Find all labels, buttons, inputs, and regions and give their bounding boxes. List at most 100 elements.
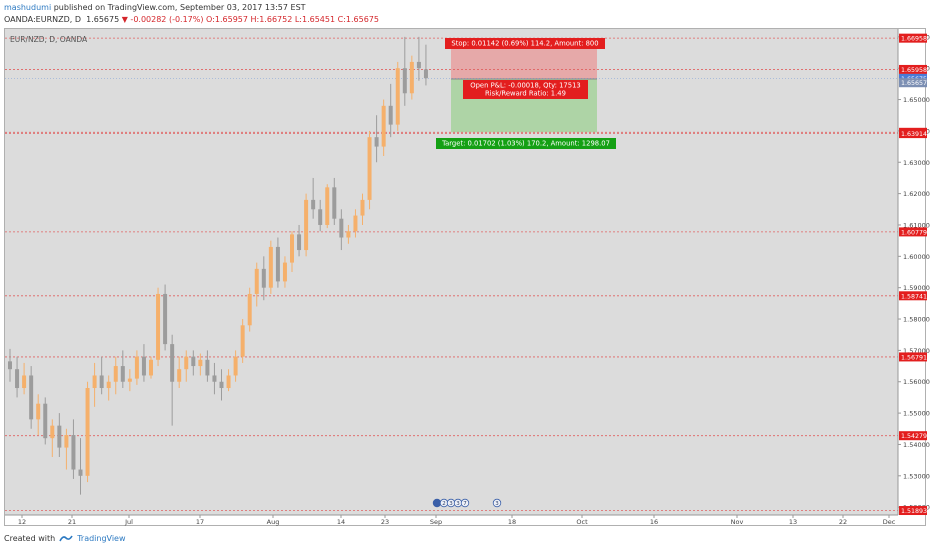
stop-label: [445, 38, 605, 49]
candle-body[interactable]: [409, 61, 414, 94]
candle-body[interactable]: [22, 375, 27, 389]
level-price-tag: [899, 64, 927, 74]
x-tick-label: 14: [337, 518, 345, 526]
level-price-tag-label: 1.60779: [901, 229, 927, 236]
y-tick-label: 1.63000: [903, 159, 930, 167]
economic-event-marker[interactable]: [492, 498, 502, 508]
candle-body[interactable]: [367, 137, 372, 200]
economic-event-marker[interactable]: [460, 498, 470, 508]
candle-body[interactable]: [325, 187, 330, 225]
level-price-tag: [899, 291, 927, 301]
ohlc-values: O:1.65957 H:1.66752 L:1.65451 C:1.65675: [206, 15, 379, 24]
candle-body[interactable]: [261, 268, 266, 288]
candle-body[interactable]: [402, 68, 407, 94]
candle-body[interactable]: [36, 403, 41, 420]
candle-body[interactable]: [78, 469, 83, 476]
candle-body[interactable]: [184, 356, 189, 370]
candle-body[interactable]: [282, 262, 287, 282]
level-price-tag: [899, 227, 927, 237]
candle-body[interactable]: [64, 435, 69, 448]
candle-body[interactable]: [205, 359, 210, 376]
level-price-tag-label: 1.58741: [901, 293, 927, 300]
footer-created: Created with: [4, 534, 56, 543]
level-price-tag-label: 1.54279: [901, 433, 927, 440]
x-tick-label: Nov: [731, 518, 744, 526]
candle-body[interactable]: [395, 68, 400, 125]
price-change: ▼ -0.00282 (-0.17%): [121, 15, 204, 24]
candle-body[interactable]: [353, 215, 358, 232]
candle-body[interactable]: [416, 61, 421, 69]
author-link[interactable]: mashudumi: [4, 3, 52, 12]
candle-body[interactable]: [120, 366, 125, 382]
candle-body[interactable]: [240, 325, 245, 357]
candle-body[interactable]: [43, 403, 48, 439]
candle-body[interactable]: [29, 375, 34, 420]
level-price-tag-label: 1.66958: [901, 36, 927, 43]
event-count: 7: [463, 501, 467, 507]
candle-body[interactable]: [92, 375, 97, 389]
level-price-tag-label: 1.65958: [901, 67, 927, 74]
candle-body[interactable]: [141, 356, 146, 376]
x-tick-label: Jul: [124, 518, 133, 526]
candle-body[interactable]: [275, 246, 280, 282]
candle-body[interactable]: [332, 187, 337, 219]
candle-body[interactable]: [113, 366, 118, 382]
candle-body[interactable]: [297, 234, 302, 251]
candle-body[interactable]: [254, 268, 259, 294]
stop-zone[interactable]: [451, 43, 597, 79]
candle-body[interactable]: [99, 375, 104, 389]
x-tick-label: 17: [196, 518, 204, 526]
candle-body[interactable]: [212, 375, 217, 382]
candle-body[interactable]: [233, 356, 238, 376]
candle-body[interactable]: [247, 293, 252, 326]
candle-body[interactable]: [219, 381, 224, 389]
candle-body[interactable]: [374, 137, 379, 147]
candle-body[interactable]: [50, 425, 55, 439]
candle-body[interactable]: [290, 234, 294, 263]
candle-body[interactable]: [106, 381, 111, 389]
target-label-text: Target: 0.01702 (1.03%) 170.2, Amount: 1…: [441, 140, 610, 148]
candle-body[interactable]: [318, 209, 323, 225]
x-tick-label: 18: [508, 518, 516, 526]
candle-body[interactable]: [339, 218, 344, 238]
publish-info: published on TradingView.com, September …: [53, 3, 306, 12]
candle-body[interactable]: [191, 356, 196, 367]
candle-body[interactable]: [57, 425, 62, 448]
candle-body[interactable]: [127, 378, 132, 382]
candle-body[interactable]: [381, 105, 386, 147]
y-tick-label: 1.65000: [903, 96, 930, 104]
candle-body[interactable]: [311, 199, 316, 210]
x-tick-label: Sep: [430, 518, 442, 526]
x-tick-label: Dec: [883, 518, 896, 526]
y-tick-label: 1.56000: [903, 378, 930, 386]
candle-body[interactable]: [85, 388, 90, 476]
symbol-name: OANDA:EURNZD, D: [4, 15, 81, 24]
candle-body[interactable]: [388, 105, 393, 125]
x-tick-label: 13: [789, 518, 797, 526]
candle-body[interactable]: [134, 356, 139, 379]
level-price-tag: [899, 129, 927, 139]
footer-brand[interactable]: TradingView: [77, 534, 126, 543]
candle-body[interactable]: [170, 344, 175, 382]
economic-event-marker[interactable]: [432, 498, 442, 508]
candle-body[interactable]: [15, 369, 20, 389]
candle-body[interactable]: [163, 293, 168, 345]
candle-body[interactable]: [226, 375, 231, 389]
candle-body[interactable]: [8, 361, 12, 370]
candle-body[interactable]: [149, 359, 153, 376]
candle-body[interactable]: [71, 435, 76, 470]
candle-body[interactable]: [360, 199, 365, 216]
candle-body[interactable]: [198, 359, 203, 367]
candle-body[interactable]: [177, 369, 182, 382]
footer: Created with TradingView: [4, 534, 126, 543]
candle-body[interactable]: [304, 199, 309, 251]
x-tick-label: 16: [650, 518, 658, 526]
candle-body[interactable]: [156, 293, 161, 360]
y-tick-label: 1.58000: [903, 316, 930, 324]
event-count: 3: [456, 501, 460, 507]
candle-body[interactable]: [423, 69, 428, 79]
level-price-tag: [899, 33, 927, 43]
candle-body[interactable]: [268, 246, 273, 288]
candle-body[interactable]: [346, 231, 351, 238]
